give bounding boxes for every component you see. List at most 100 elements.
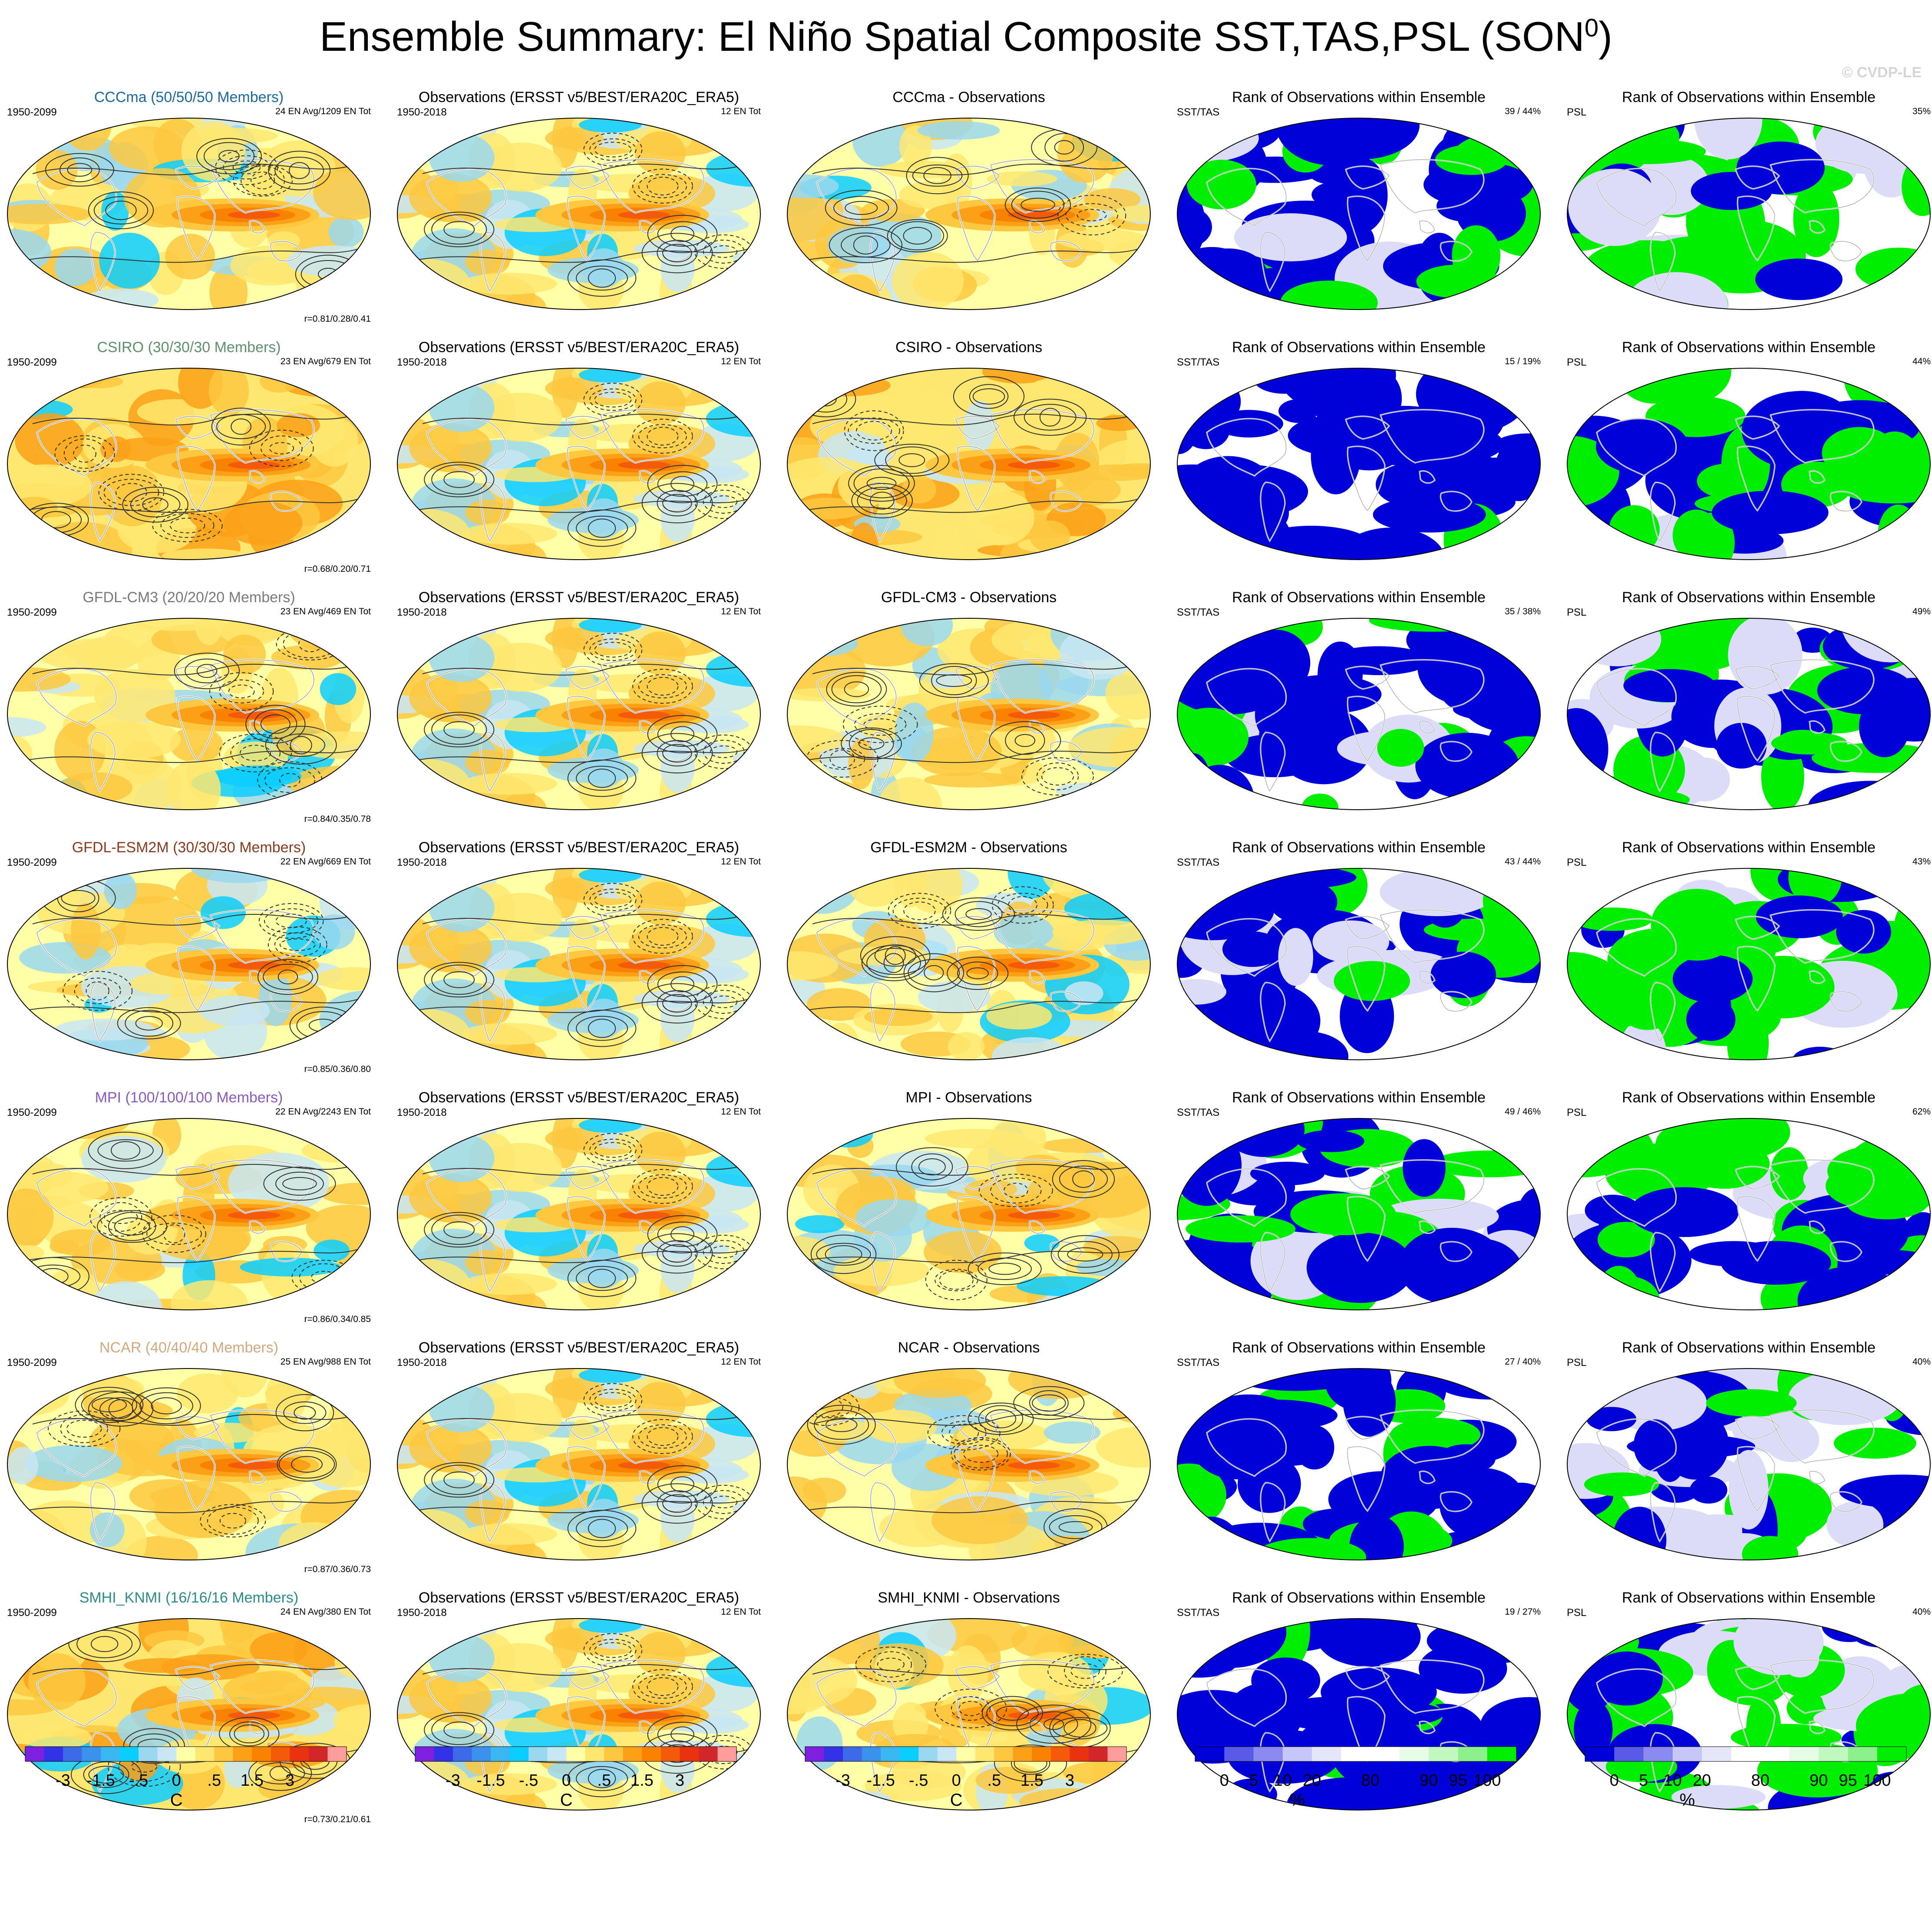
sst-composite-map — [787, 118, 1151, 310]
panel-rank-psl-row-1: Rank of Observations within Ensemble PSL 3… — [1560, 89, 1932, 339]
rank-map — [1567, 618, 1931, 810]
colorbar-swatch — [1282, 1747, 1312, 1761]
panel-info-label: 23 EN Avg/469 EN Tot — [280, 607, 371, 617]
colorbar-swatch — [214, 1747, 234, 1761]
pattern-correlation-label: r=0.85/0.36/0.80 — [304, 1064, 371, 1074]
rank-map — [1567, 368, 1931, 560]
colorbar-tick-label: 100 — [1863, 1771, 1891, 1790]
colorbar-3: -3 -1.5 -.5 0 .5 1.5 3 C — [801, 1745, 1131, 1815]
rank-map — [1177, 1118, 1541, 1310]
panel-model-row-2: CSIRO (30/30/30 Members) 1950-2099 23 EN A… — [0, 339, 378, 589]
sst-composite-map — [397, 1368, 761, 1560]
panel-title: Observations (ERSST v5/BEST/ERA20C_ERA5) — [418, 1589, 740, 1606]
colorbar-swatch — [1760, 1747, 1790, 1761]
colorbar-swatch — [824, 1747, 843, 1761]
panel-info-label: 62% — [1912, 1107, 1931, 1117]
colorbar-swatch — [1195, 1747, 1225, 1761]
panel-title: Rank of Observations within Ensemble — [1232, 1089, 1486, 1106]
panel-period-label: PSL — [1567, 106, 1587, 118]
pattern-correlation-label: r=0.84/0.35/0.78 — [304, 814, 371, 824]
rank-map — [1177, 118, 1541, 310]
panel-title: SMHI_KNMI - Observations — [878, 1589, 1060, 1606]
panel-title: Rank of Observations within Ensemble — [1232, 839, 1486, 856]
colorbar-swatch — [843, 1747, 862, 1761]
colorbar-swatch — [176, 1747, 196, 1761]
panel-model-row-4: GFDL-ESM2M (30/30/30 Members) 1950-2099 22… — [0, 839, 378, 1089]
colorbar-swatch — [252, 1747, 271, 1761]
panel-rank-psl-row-3: Rank of Observations within Ensemble PSL 4… — [1560, 589, 1932, 839]
colorbar-swatch — [1107, 1747, 1127, 1761]
rank-map — [1567, 868, 1931, 1060]
colorbar-swatch — [1643, 1747, 1673, 1761]
panel-info-label: 43 / 44% — [1505, 857, 1541, 867]
panel-diff-row-3: GFDL-CM3 - Observations — [780, 589, 1158, 839]
panel-period-label: PSL — [1567, 857, 1587, 868]
pattern-correlation-label: r=0.73/0.21/0.61 — [304, 1814, 371, 1824]
sst-composite-map — [397, 618, 761, 810]
colorbar-tick-label: 95 — [1449, 1771, 1467, 1790]
colorbar-tick-label: 0 — [172, 1771, 181, 1790]
colorbar-tick-label: 95 — [1839, 1771, 1857, 1790]
panel-title: Observations (ERSST v5/BEST/ERA20C_ERA5) — [418, 339, 740, 356]
panel-info-label: 23 EN Avg/679 EN Tot — [280, 356, 371, 366]
panel-period-label: PSL — [1567, 356, 1587, 368]
panel-period-label: 1950-2099 — [7, 857, 57, 868]
colorbar-swatch — [528, 1747, 548, 1761]
panel-info-label: 22 EN Avg/669 EN Tot — [280, 857, 371, 867]
colorbar-tick-label: 20 — [1692, 1771, 1711, 1790]
colorbar-swatch — [642, 1747, 661, 1761]
colorbar-tick-label: 1.5 — [240, 1771, 264, 1790]
colorbar-swatch — [918, 1747, 938, 1761]
colorbar-swatch — [63, 1747, 83, 1761]
panel-rank-psl-row-2: Rank of Observations within Ensemble PSL 4… — [1560, 339, 1932, 589]
colorbar-tick-label: 0 — [1219, 1771, 1229, 1790]
colorbar-tick-label: -3 — [836, 1771, 850, 1790]
panel-model-row-5: MPI (100/100/100 Members) 1950-2099 22 EN … — [0, 1089, 378, 1339]
panel-title: GFDL-ESM2M - Observations — [870, 839, 1067, 856]
panel-rank-sst-row-6: Rank of Observations within Ensemble SST/… — [1170, 1339, 1548, 1589]
colorbar-tick-label: 20 — [1302, 1771, 1321, 1790]
panel-info-label: 12 EN Tot — [721, 356, 761, 366]
panel-obs-row-5: Observations (ERSST v5/BEST/ERA20C_ERA5)… — [390, 1089, 768, 1339]
panel-rank-psl-row-5: Rank of Observations within Ensemble PSL 6… — [1560, 1089, 1932, 1339]
colorbar-tick-label: -.5 — [908, 1771, 928, 1790]
colorbar-unit: C — [560, 1791, 573, 1810]
panel-info-label: 39 / 44% — [1505, 106, 1541, 116]
colorbar-tick-label: .5 — [987, 1771, 1001, 1790]
panel-period-label: 1950-2099 — [7, 1357, 57, 1368]
rank-map — [1177, 1618, 1541, 1810]
panel-rank-sst-row-2: Rank of Observations within Ensemble SST/… — [1170, 339, 1548, 589]
panel-title: Rank of Observations within Ensemble — [1232, 339, 1486, 356]
panel-obs-row-4: Observations (ERSST v5/BEST/ERA20C_ERA5)… — [390, 839, 768, 1089]
panel-period-label: 1950-2099 — [7, 1607, 57, 1619]
colorbar-swatches — [805, 1746, 1127, 1762]
colorbar-swatch — [434, 1747, 453, 1761]
colorbar-swatch — [899, 1747, 919, 1761]
colorbar-swatch — [1848, 1747, 1878, 1761]
rank-map — [1177, 618, 1541, 810]
colorbar-unit: % — [1289, 1791, 1305, 1810]
panel-period-label: PSL — [1567, 1357, 1587, 1368]
panel-title: MPI - Observations — [905, 1089, 1032, 1106]
sst-composite-map — [7, 118, 371, 310]
panel-title: CSIRO (30/30/30 Members) — [97, 339, 281, 356]
panel-title: CCCma - Observations — [892, 89, 1045, 106]
panel-title: Observations (ERSST v5/BEST/ERA20C_ERA5) — [418, 89, 740, 106]
colorbar-tick-label: 0 — [561, 1771, 571, 1790]
colorbar-swatch — [862, 1747, 881, 1761]
sst-composite-map — [397, 1118, 761, 1310]
copyright-watermark: © CVDP-LE — [1842, 64, 1922, 81]
colorbar-tick-label: 10 — [1273, 1771, 1292, 1790]
colorbar-tick-label: -1.5 — [476, 1771, 505, 1790]
colorbar-tick-label: 5 — [1248, 1771, 1258, 1790]
panel-title: CCCma (50/50/50 Members) — [94, 89, 284, 106]
colorbar-tick-label: 1.5 — [630, 1771, 654, 1790]
colorbar-swatch — [1370, 1747, 1400, 1761]
panel-rank-psl-row-7: Rank of Observations within Ensemble PSL 4… — [1560, 1589, 1932, 1839]
colorbar-tick-label: 3 — [675, 1771, 684, 1790]
panel-period-label: 1950-2018 — [397, 857, 447, 868]
panel-title: Rank of Observations within Ensemble — [1622, 339, 1876, 356]
panel-period-label: SST/TAS — [1177, 607, 1220, 618]
colorbar-swatch — [956, 1747, 976, 1761]
colorbar-swatch — [139, 1747, 158, 1761]
